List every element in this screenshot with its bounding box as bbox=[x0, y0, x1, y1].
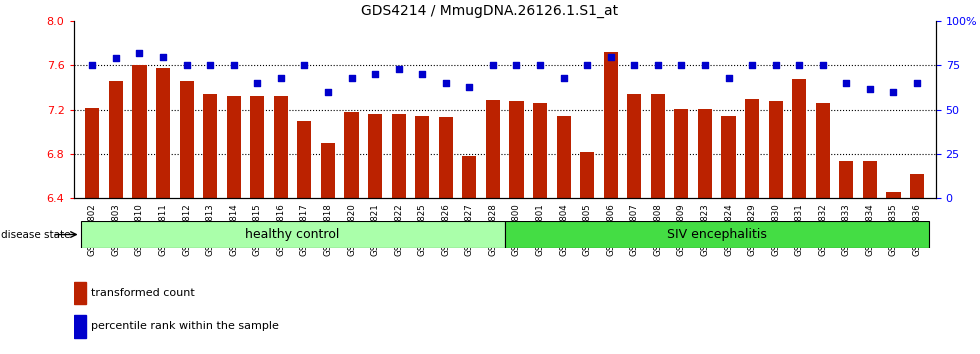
Bar bbox=[698, 109, 712, 198]
Bar bbox=[721, 116, 736, 198]
Point bbox=[886, 89, 902, 95]
Point bbox=[839, 80, 855, 86]
Point bbox=[768, 63, 784, 68]
Bar bbox=[580, 152, 594, 198]
Text: SIV encephalitis: SIV encephalitis bbox=[666, 228, 766, 241]
Bar bbox=[792, 79, 807, 198]
Point bbox=[744, 63, 760, 68]
Text: GDS4214 / MmugDNA.26126.1.S1_at: GDS4214 / MmugDNA.26126.1.S1_at bbox=[362, 4, 618, 18]
Point bbox=[862, 86, 878, 91]
Point bbox=[225, 63, 241, 68]
Bar bbox=[320, 143, 335, 198]
Bar bbox=[674, 109, 689, 198]
Point bbox=[84, 63, 100, 68]
Bar bbox=[745, 99, 760, 198]
Point bbox=[178, 63, 194, 68]
Bar bbox=[392, 114, 406, 198]
Point bbox=[415, 72, 430, 77]
Bar bbox=[463, 156, 476, 198]
Point bbox=[579, 63, 595, 68]
Bar bbox=[368, 114, 382, 198]
Bar bbox=[74, 282, 86, 304]
Point bbox=[320, 89, 336, 95]
Bar bbox=[439, 118, 453, 198]
Bar bbox=[486, 100, 500, 198]
Point bbox=[509, 63, 524, 68]
Point bbox=[485, 63, 501, 68]
Bar bbox=[297, 121, 312, 198]
Bar bbox=[250, 97, 265, 198]
Point bbox=[792, 63, 808, 68]
Bar bbox=[505, 221, 929, 248]
Point bbox=[438, 80, 454, 86]
Bar bbox=[226, 97, 241, 198]
Text: disease state: disease state bbox=[1, 229, 71, 240]
Bar bbox=[345, 112, 359, 198]
Bar bbox=[132, 65, 147, 198]
Point bbox=[697, 63, 712, 68]
Point bbox=[155, 54, 171, 59]
Bar bbox=[510, 101, 523, 198]
Point bbox=[603, 54, 618, 59]
Point bbox=[650, 63, 665, 68]
Bar bbox=[156, 68, 171, 198]
Bar bbox=[203, 94, 218, 198]
Bar bbox=[627, 94, 641, 198]
Point bbox=[108, 56, 123, 61]
Point bbox=[297, 63, 313, 68]
Point bbox=[344, 75, 360, 81]
Bar bbox=[109, 81, 122, 198]
Bar bbox=[533, 103, 547, 198]
Bar bbox=[557, 116, 570, 198]
Point bbox=[532, 63, 548, 68]
Point bbox=[673, 63, 689, 68]
Point bbox=[909, 80, 925, 86]
Point bbox=[250, 80, 266, 86]
Text: percentile rank within the sample: percentile rank within the sample bbox=[90, 321, 278, 331]
Text: healthy control: healthy control bbox=[245, 228, 340, 241]
Bar bbox=[910, 174, 924, 198]
Bar bbox=[273, 97, 288, 198]
Point bbox=[626, 63, 642, 68]
Bar bbox=[839, 161, 854, 198]
Point bbox=[273, 75, 289, 81]
Bar bbox=[887, 192, 901, 198]
Bar bbox=[74, 315, 86, 338]
Bar bbox=[179, 81, 194, 198]
Point bbox=[391, 66, 407, 72]
Bar bbox=[651, 94, 664, 198]
Point bbox=[131, 50, 147, 56]
Text: transformed count: transformed count bbox=[90, 288, 194, 298]
Point bbox=[815, 63, 831, 68]
Bar bbox=[416, 116, 429, 198]
Bar bbox=[85, 108, 99, 198]
Bar bbox=[80, 221, 505, 248]
Point bbox=[462, 84, 477, 90]
Point bbox=[720, 75, 736, 81]
Point bbox=[368, 72, 383, 77]
Point bbox=[556, 75, 571, 81]
Point bbox=[202, 63, 218, 68]
Bar bbox=[815, 103, 830, 198]
Bar bbox=[604, 52, 617, 198]
Bar bbox=[768, 101, 783, 198]
Bar bbox=[862, 161, 877, 198]
